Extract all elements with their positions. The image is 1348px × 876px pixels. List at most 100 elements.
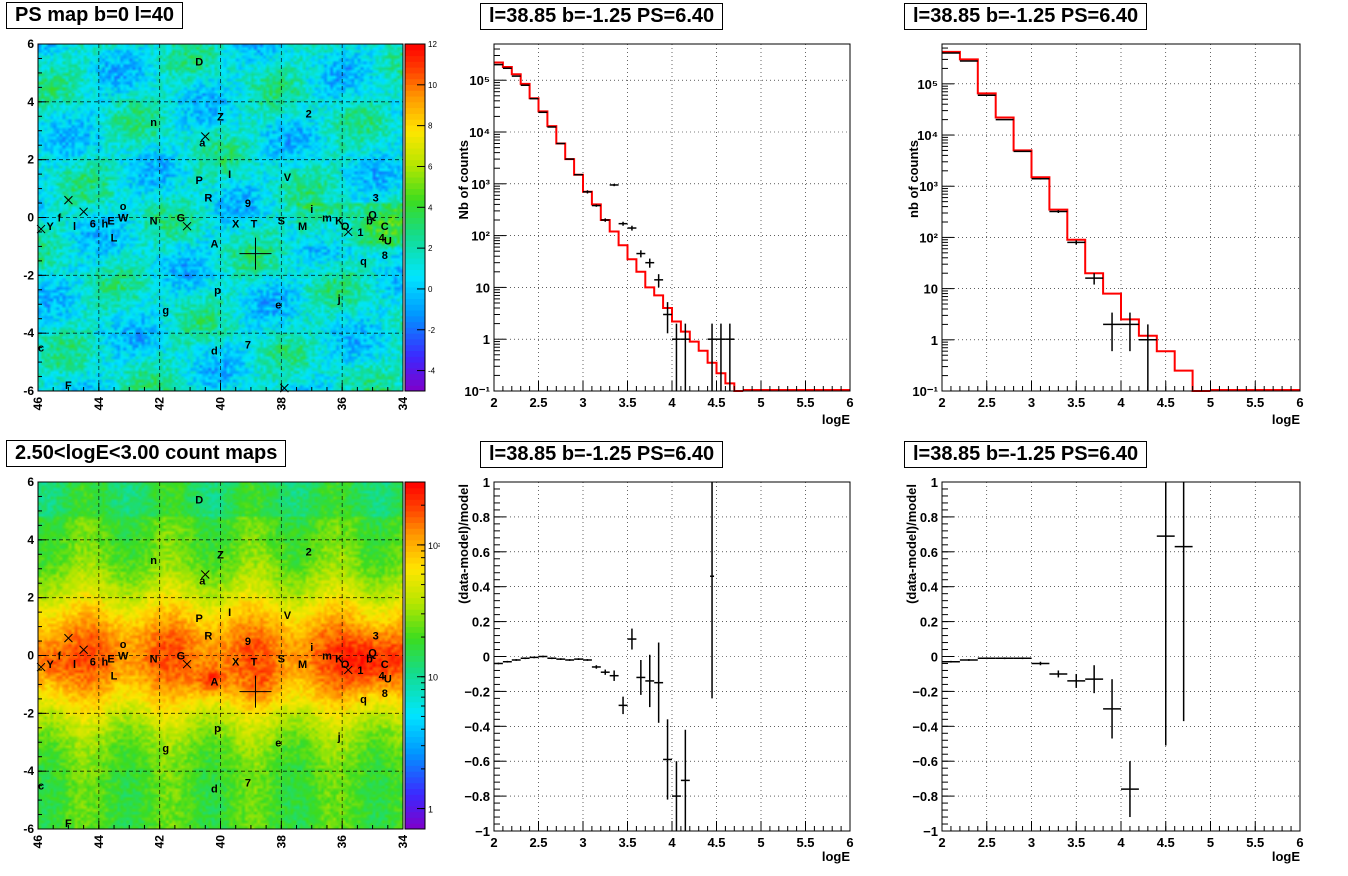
colorbar-segment <box>405 776 425 784</box>
colorbar-segment <box>405 539 425 547</box>
y-tick-label: 10⁴ <box>917 128 938 143</box>
x-tick-label: 2.5 <box>978 395 996 410</box>
x-tick-label: 5 <box>757 395 764 410</box>
x-tick-label: 5 <box>1207 835 1214 850</box>
source-label: 3 <box>373 630 379 642</box>
colorbar-segment <box>405 362 425 369</box>
x-tick-label: 44 <box>92 835 106 849</box>
y-tick-label: 0.6 <box>920 545 938 560</box>
colorbar-segment <box>405 528 425 535</box>
data-point <box>1121 312 1139 352</box>
colorbar-segment <box>405 356 425 363</box>
source-cross <box>200 570 210 579</box>
source-label: 2 <box>306 108 312 120</box>
y-tick-label: -4 <box>23 764 34 778</box>
colorbar-segment <box>405 385 425 392</box>
y-tick-label: -2 <box>23 268 34 282</box>
x-tick-label: 46 <box>31 835 45 849</box>
source-label: U <box>384 674 392 686</box>
cross-stroke <box>36 224 46 234</box>
x-tick-label: 3.5 <box>618 835 636 850</box>
ratio-point <box>942 660 960 663</box>
data-point <box>1067 240 1086 245</box>
source-label: 4 <box>379 233 386 245</box>
colorbar-segment <box>405 620 425 628</box>
source-label: n <box>150 117 157 129</box>
source-label: a <box>199 137 206 149</box>
source-cross <box>36 662 46 672</box>
colorbar-segment <box>405 159 425 166</box>
colorbar-segment <box>405 638 425 645</box>
source-label: e <box>275 737 281 749</box>
x-tick-label: 4.5 <box>707 835 725 850</box>
y-tick-label: 10² <box>919 230 938 245</box>
y-tick-label: 0.6 <box>472 545 490 560</box>
colorbar-segment <box>405 557 425 564</box>
x-tick-label: 40 <box>214 835 228 849</box>
source-cross <box>182 659 192 669</box>
x-tick-label: 4 <box>668 835 676 850</box>
colorbar-segment <box>405 800 425 807</box>
y-tick-label: 1 <box>931 475 938 490</box>
y-tick-label: −0.8 <box>464 789 490 804</box>
colorbar-segment <box>405 310 425 317</box>
colorbar-segment <box>405 759 425 766</box>
source-label: g <box>162 305 169 317</box>
colorbar-segment <box>405 794 425 801</box>
source-label: N <box>150 653 158 665</box>
colorbar-segment <box>405 113 425 120</box>
source-label: S <box>278 215 285 227</box>
colorbar-segment <box>405 719 425 726</box>
source-label: n <box>150 555 157 567</box>
colorbar-tick-label: 1 <box>428 805 433 815</box>
source-label: h <box>102 656 109 668</box>
y-tick-label: 10⁴ <box>469 125 490 140</box>
source-label: b <box>366 653 373 665</box>
source-label: X <box>232 656 240 668</box>
source-label: c <box>38 343 44 355</box>
source-label: T <box>251 218 258 230</box>
y-tick-label: 0 <box>931 650 938 665</box>
source-label: 8 <box>382 688 388 700</box>
source-label: p <box>214 723 221 735</box>
ratio-point <box>565 659 575 661</box>
source-label: X <box>232 218 240 230</box>
colorbar-segment <box>405 811 425 818</box>
source-label: 1 <box>357 665 363 677</box>
y-tick-label: 0.4 <box>472 580 491 595</box>
y-tick-label: 10⁻¹ <box>912 384 938 399</box>
ratio-point <box>636 659 646 695</box>
colorbar-tick-label: -2 <box>428 326 436 335</box>
data-point <box>600 218 610 222</box>
x-tick-label: 5.5 <box>796 395 814 410</box>
x-tick-label: 3.5 <box>1067 395 1085 410</box>
source-label: Y <box>46 221 54 233</box>
colorbar-segment <box>405 205 425 213</box>
data-point <box>1085 273 1104 285</box>
data-point <box>654 274 664 288</box>
colorbar-segment <box>405 551 425 558</box>
y-tick-label: 0 <box>27 649 34 663</box>
ratio-point <box>1067 673 1086 688</box>
ratio-point <box>520 657 530 660</box>
y-tick-label: −0.6 <box>464 754 490 769</box>
source-label: 1 <box>357 227 363 239</box>
colorbar-segment <box>405 246 425 253</box>
x-tick-label: 40 <box>214 397 228 411</box>
source-label: V <box>284 172 292 184</box>
ratio-point <box>538 655 548 658</box>
source-label: L <box>111 233 118 245</box>
ratio-left-panel: 2 2.5 3 3.5 4 4.5 5 5.5 6 −1 −0.8 −0.6 −0.4 −0.2 0 0.2 0… <box>446 438 886 876</box>
colorbar-segment <box>405 136 425 143</box>
source-label: F <box>65 818 72 830</box>
ratio-point <box>600 669 610 675</box>
x-tick-label: 3 <box>1028 835 1035 850</box>
source-label: T <box>251 656 258 668</box>
ps-position-cross <box>239 675 272 708</box>
colorbar-tick-label: 2 <box>428 244 433 253</box>
colorbar-segment <box>405 119 425 126</box>
colorbar-segment <box>405 499 425 506</box>
source-label: d <box>211 784 218 796</box>
